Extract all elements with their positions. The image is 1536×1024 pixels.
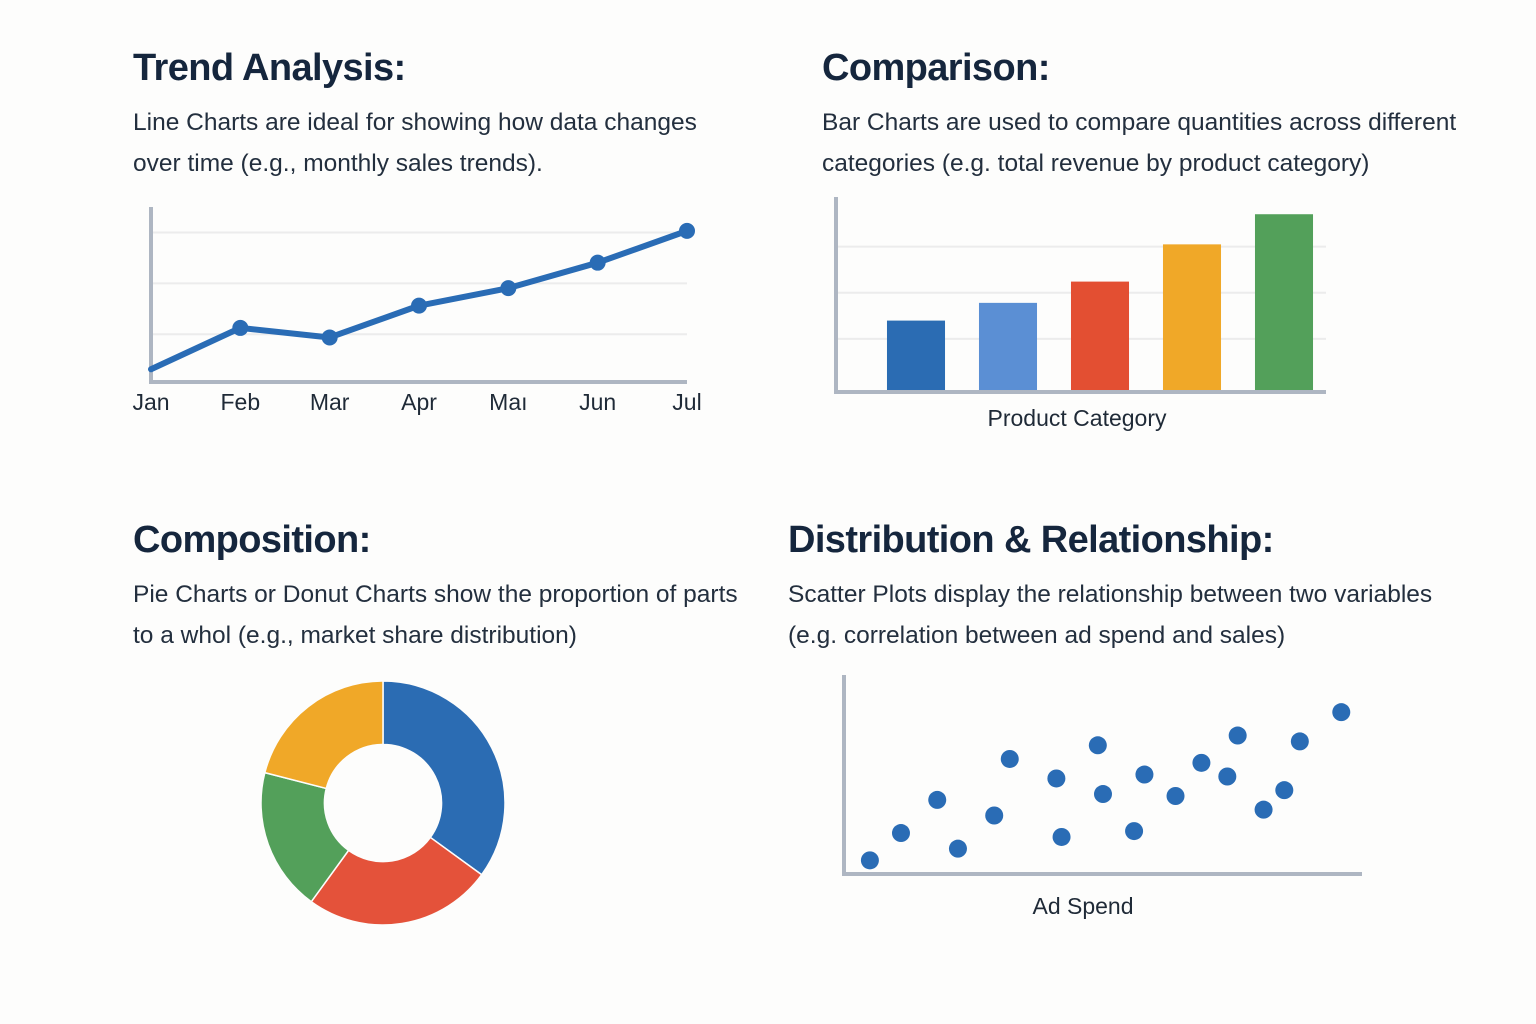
scatter-plot-point[interactable] bbox=[1052, 827, 1071, 846]
line-chart-x-tick: Feb bbox=[220, 388, 261, 415]
scatter-plot-point[interactable] bbox=[1166, 786, 1185, 805]
panel-comparison: Comparison: Bar Charts are used to compa… bbox=[822, 48, 1472, 508]
scatter-plot-point[interactable] bbox=[1047, 769, 1066, 788]
bar-chart-bar[interactable] bbox=[1254, 213, 1314, 393]
line-chart-x-axis-labels: Jan Feb Mar Apr Maı Jun Jul bbox=[132, 388, 701, 429]
panel-title-comparison: Comparison: bbox=[822, 47, 1050, 89]
scatter-plot-point[interactable] bbox=[1290, 731, 1309, 750]
line-chart-x-tick: Apr bbox=[401, 388, 437, 415]
panel-description-comparison: Bar Charts are used to compare quantitie… bbox=[822, 109, 1457, 178]
bar-chart-bar[interactable] bbox=[886, 320, 946, 393]
scatter-plot: Ad Spend bbox=[788, 671, 1362, 921]
line-chart-x-tick: Jun bbox=[579, 388, 617, 415]
donut-chart-slice[interactable] bbox=[263, 679, 384, 789]
line-chart-x-tick: Maı bbox=[489, 388, 528, 415]
bar-chart-x-axis-label: Product Category bbox=[987, 404, 1167, 431]
scatter-plot-point[interactable] bbox=[985, 806, 1004, 825]
scatter-plot-point[interactable] bbox=[1125, 821, 1144, 840]
line-chart-x-tick: Mar bbox=[309, 388, 350, 415]
scatter-plot-point[interactable] bbox=[1218, 767, 1237, 786]
bar-chart-bar[interactable] bbox=[1070, 281, 1130, 393]
line-chart-data-point[interactable] bbox=[321, 329, 338, 346]
panel-title-distribution: Distribution & Relationship: bbox=[788, 519, 1274, 561]
panel-description-distribution: Scatter Plots display the relationship b… bbox=[788, 581, 1433, 650]
line-chart: Jan Feb Mar Apr Maı Jun Jul bbox=[132, 201, 702, 436]
scatter-plot-point[interactable] bbox=[860, 850, 879, 869]
panel-distribution-relationship: Distribution & Relationship: Scatter Plo… bbox=[788, 520, 1478, 990]
scatter-plot-point[interactable] bbox=[1000, 749, 1019, 768]
scatter-plot-point[interactable] bbox=[891, 823, 910, 842]
panel-title-trend: Trend Analysis: bbox=[133, 47, 406, 89]
scatter-plot-point[interactable] bbox=[1135, 765, 1154, 784]
bar-chart: Product Category bbox=[822, 193, 1342, 443]
donut-chart-slice[interactable] bbox=[382, 679, 506, 876]
line-chart-data-point[interactable] bbox=[589, 254, 606, 271]
donut-chart-svg bbox=[260, 679, 506, 926]
panel-trend-analysis: Trend Analysis: Line Charts are ideal fo… bbox=[132, 47, 743, 508]
scatter-plot-point[interactable] bbox=[1228, 726, 1247, 745]
bar-chart-bar[interactable] bbox=[1162, 243, 1222, 393]
bar-chart-bar[interactable] bbox=[978, 302, 1038, 393]
donut-chart-slice[interactable] bbox=[260, 771, 350, 903]
donut-chart bbox=[133, 675, 693, 935]
scatter-plot-point[interactable] bbox=[1254, 800, 1273, 819]
line-chart-data-point[interactable] bbox=[679, 222, 695, 239]
donut-chart-slice[interactable] bbox=[310, 835, 483, 926]
scatter-plot-x-axis-label: Ad Spend bbox=[1032, 892, 1134, 919]
scatter-plot-point[interactable] bbox=[948, 839, 967, 858]
scatter-plot-point[interactable] bbox=[1094, 784, 1112, 803]
scatter-plot-point[interactable] bbox=[1275, 780, 1294, 799]
scatter-plot-point[interactable] bbox=[1332, 702, 1351, 721]
panel-description-composition: Pie Charts or Donut Charts show the prop… bbox=[133, 581, 738, 650]
panel-description-trend: Line Charts are ideal for showing how da… bbox=[133, 109, 697, 178]
bar-chart-svg bbox=[834, 196, 1326, 394]
scatter-plot-point[interactable] bbox=[928, 790, 947, 809]
line-chart-x-tick: Jan bbox=[132, 388, 170, 415]
line-chart-data-point[interactable] bbox=[232, 319, 249, 336]
scatter-plot-svg bbox=[842, 674, 1362, 876]
line-chart-x-tick: Jul bbox=[672, 388, 702, 415]
line-chart-data-point[interactable] bbox=[411, 297, 427, 314]
panel-title-composition: Composition: bbox=[133, 519, 371, 561]
scatter-plot-point[interactable] bbox=[1192, 753, 1211, 772]
line-chart-svg bbox=[148, 206, 695, 384]
scatter-plot-point[interactable] bbox=[1088, 735, 1107, 754]
line-chart-data-point[interactable] bbox=[500, 279, 517, 296]
panel-composition: Composition: Pie Charts or Donut Charts … bbox=[133, 520, 743, 990]
